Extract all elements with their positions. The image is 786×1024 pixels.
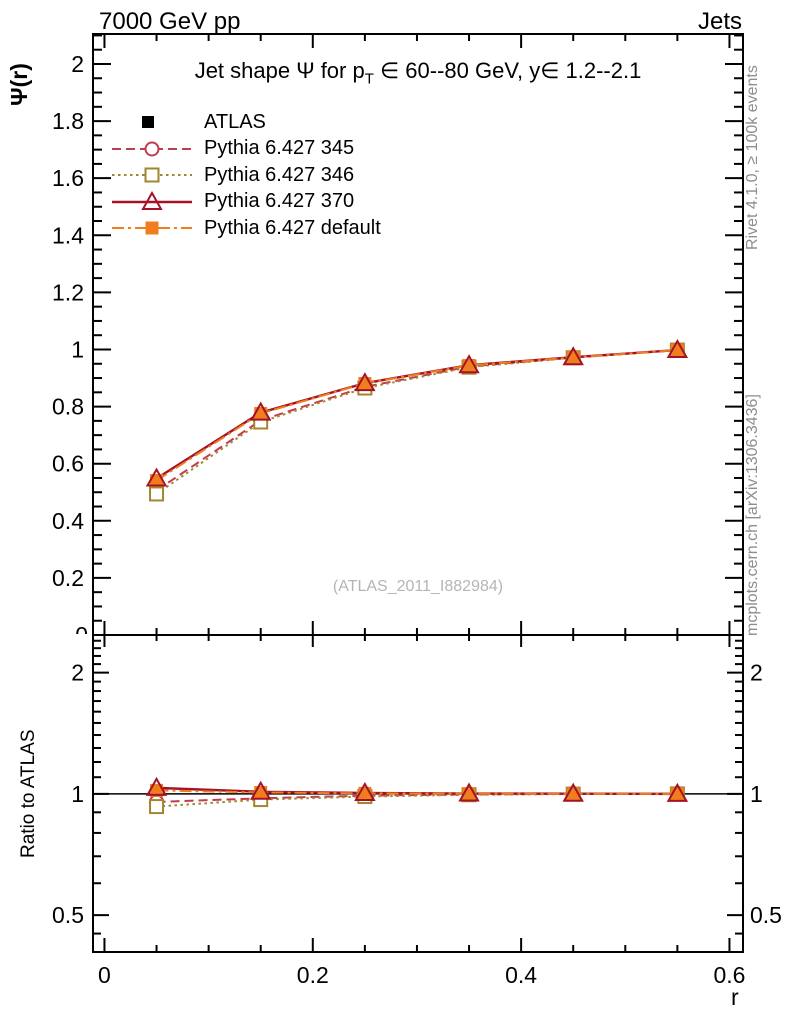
- x-tick-label: 0: [98, 962, 111, 988]
- legend-label: ATLAS: [204, 110, 266, 133]
- main-y-tick-label: 0.6: [52, 451, 84, 477]
- main-y-axis-title: Ψ(r): [6, 63, 32, 106]
- marker-open-triangle: [145, 467, 168, 487]
- main-y-tick-label: 1: [71, 336, 84, 362]
- legend-label: Pythia 6.427 346: [204, 163, 355, 186]
- series-line-ratio: [156, 789, 678, 795]
- marker-open-triangle: [458, 782, 480, 802]
- x-axis-title: r: [731, 984, 739, 1010]
- analysis-id-watermark: (ATLAS_2011_I882984): [332, 578, 504, 595]
- legend-item: Pythia 6.427 345: [110, 136, 381, 163]
- mcplots-arxiv-note: mcplots.cern.ch [arXiv:1306.3436]: [744, 394, 761, 636]
- marker-filled-square: [150, 783, 164, 797]
- plot-title-subscript: T: [364, 70, 374, 88]
- plot-title-rest: ∈ 60--80 GeV, y∈ 1.2--2.1: [373, 58, 642, 83]
- legend-swatch: [112, 167, 192, 183]
- marker-filled-square: [145, 221, 159, 235]
- process-label: Jets: [697, 8, 742, 35]
- series-line-main: [155, 349, 678, 492]
- marker-open-triangle: [145, 776, 168, 796]
- marker-open-triangle: [249, 780, 272, 800]
- legend-item: Pythia 6.427 346: [110, 162, 381, 189]
- main-y-tick-label: 1.2: [52, 279, 84, 305]
- marker-filled-square: [142, 116, 154, 129]
- beam-energy-label: 7000 GeV pp: [99, 8, 241, 35]
- main-y-tick-label: 1.4: [52, 222, 84, 248]
- plot-title-text: Jet shape Ψ for p: [194, 58, 365, 83]
- marker-open-triangle: [249, 401, 272, 421]
- marker-open-square: [144, 167, 160, 183]
- ratio-y-tick-label-right: 2: [750, 660, 763, 686]
- legend-swatch: [112, 190, 192, 210]
- x-tick-label: 0.4: [505, 962, 537, 988]
- x-tick-label: 0.2: [297, 962, 329, 988]
- main-y-tick-label: 0.2: [52, 565, 84, 591]
- legend: ATLAS Pythia 6.427 345 Pythia 6.427 346 Pyt…: [110, 109, 381, 242]
- plot-title: Jet shape Ψ for pT ∈ 60--80 GeV, y∈ 1.2-…: [93, 58, 743, 87]
- main-y-tick-label: 2: [71, 51, 84, 77]
- legend-item: Pythia 6.427 default: [110, 215, 381, 242]
- main-y-tick-label: 0.4: [52, 508, 84, 534]
- ratio-y-tick-label: 2: [71, 660, 84, 686]
- legend-swatch: [112, 221, 192, 235]
- marker-open-triangle: [354, 372, 376, 392]
- legend-label: Pythia 6.427 default: [204, 216, 381, 239]
- legend-label: Pythia 6.427 345: [204, 137, 355, 160]
- marker-open-triangle: [562, 346, 584, 366]
- legend-swatch: [142, 116, 154, 129]
- marker-open-triangle: [354, 781, 376, 802]
- marker-open-triangle: [562, 782, 584, 802]
- series-line-main: [155, 349, 678, 495]
- legend-swatch: [112, 141, 192, 157]
- ratio-y-tick-label: 1: [71, 781, 84, 807]
- legend-item: ATLAS: [110, 109, 381, 136]
- marker-open-triangle: [141, 190, 163, 210]
- marker-open-triangle: [666, 782, 689, 802]
- ratio-y-tick-label: 0.5: [52, 902, 84, 928]
- main-y-tick-label: 1.6: [52, 165, 84, 191]
- ratio-y-tick-label-right: 1: [750, 781, 763, 807]
- legend-item: Pythia 6.427 370: [110, 189, 381, 216]
- series-line-main: [155, 348, 678, 480]
- marker-open-triangle: [458, 354, 480, 374]
- ratio-y-tick-label-right: 0.5: [750, 902, 782, 928]
- legend-label: Pythia 6.427 370: [204, 190, 355, 213]
- clipped-zero-tick-label: 0: [62, 622, 88, 634]
- marker-open-square: [149, 799, 165, 815]
- x-tick-label: 0.6: [713, 962, 745, 988]
- series-line-main: [156, 349, 678, 482]
- main-y-tick-label: 0.8: [52, 394, 84, 420]
- main-y-tick-label: 1.8: [52, 108, 84, 134]
- ratio-y-axis-title: Ratio to ATLAS: [18, 729, 39, 859]
- rivet-version-note: Rivet 4.1.0, ≥ 100k events: [744, 65, 761, 250]
- marker-open-circle: [144, 141, 160, 157]
- marker-open-square: [149, 486, 165, 502]
- marker-open-triangle: [666, 339, 689, 359]
